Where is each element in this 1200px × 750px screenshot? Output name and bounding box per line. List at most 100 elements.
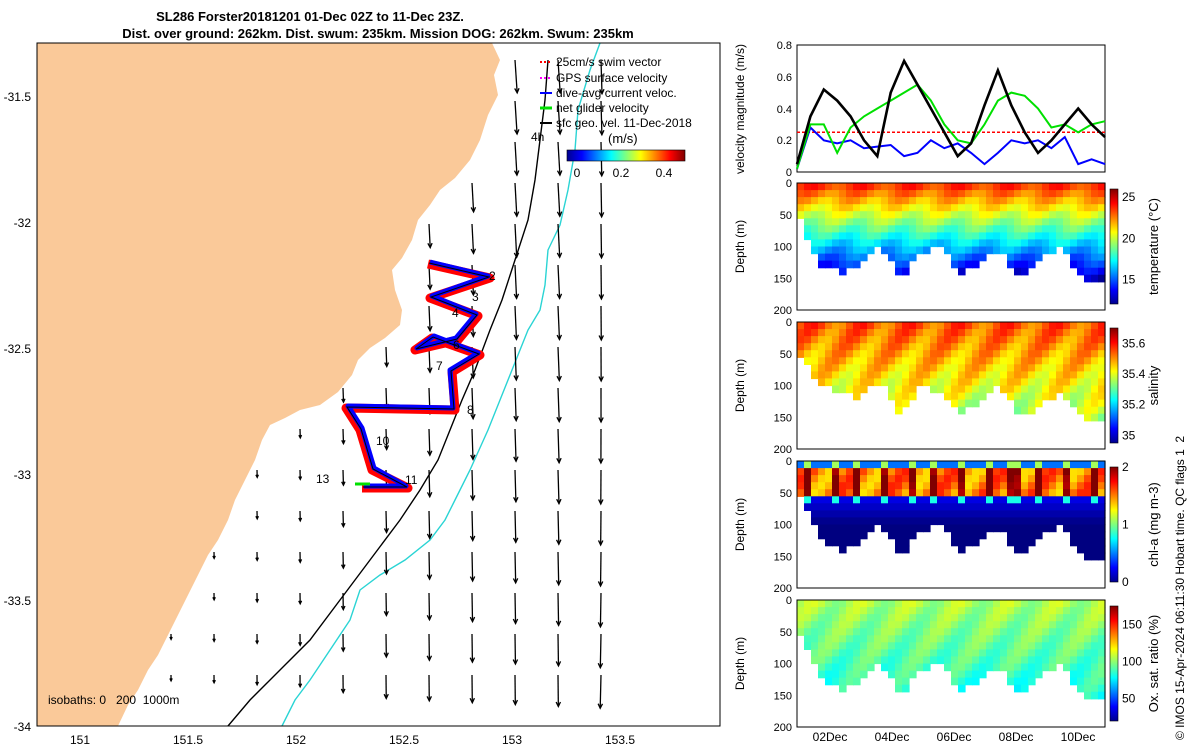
heatmap-cell [1035,211,1043,219]
heatmap-cell [888,322,896,330]
heatmap-cell [930,232,938,241]
heatmap-cell [853,385,861,394]
heatmap-cell [881,517,889,526]
heatmap-cell [846,232,854,241]
heatmap-cell [874,468,882,476]
heatmap-cell [951,628,959,636]
heatmap-cell [986,510,994,519]
heatmap-cell [909,322,917,330]
heatmap-cell [909,635,917,643]
heatmap-cell [832,322,840,330]
heatmap-cell [895,336,903,344]
heatmap-cell [1091,503,1099,511]
heatmap-cell [993,211,1001,219]
quiver-arrow [212,674,216,685]
heatmap-cell [1042,510,1050,519]
heatmap-cell [839,489,847,497]
heatmap-cell [846,628,854,636]
heatmap-cell [972,253,980,262]
heatmap-cell [1035,357,1043,365]
heatmap-cell [1056,204,1064,212]
heatmap-cell [1070,531,1078,540]
heatmap-cell [937,482,945,490]
heatmap-cell [1028,322,1036,330]
heatmap-cell [1084,253,1092,262]
heatmap-cell [825,190,833,198]
heatmap-cell [979,343,987,351]
quiver-arrow [513,469,519,504]
heatmap-cell [1098,357,1106,365]
heatmap-cell [1084,503,1092,511]
heatmap-cell [1077,253,1085,262]
heatmap-cell [958,197,966,205]
heatmap-cell [825,218,833,226]
heatmap-cell [846,663,854,672]
heatmap-cell [1070,600,1078,608]
heatmap-cell [881,642,889,650]
heatmap-cell [825,656,833,665]
heatmap-cell [1084,628,1092,636]
heatmap-cell [1049,204,1057,212]
heatmap-cell [909,336,917,344]
heatmap-cell [1042,392,1050,401]
heatmap-cell [860,246,868,255]
heatmap-cell [923,496,931,504]
heatmap-cell [1077,399,1085,408]
heatmap-cell [937,510,945,519]
heatmap-cell [1000,649,1008,658]
heatmap-cell [825,524,833,533]
heatmap-cell [1028,218,1036,226]
heatmap-cell [1028,232,1036,241]
heatmap-cell [895,392,903,401]
heatmap-cell [930,468,938,476]
heatmap-cell [1084,461,1092,469]
heatmap-cell [1070,329,1078,337]
heatmap-cell [1077,378,1085,387]
heatmap-cell [916,357,924,365]
heatmap-cell [1042,246,1050,255]
velocity-y-tick: 0.2 [777,135,792,147]
heatmap-cell [1007,211,1015,219]
heatmap-cell [951,489,959,497]
heatmap-cell [881,656,889,665]
heatmap-cell [1007,225,1015,233]
heatmap-cell [811,468,819,476]
heatmap-cell [804,482,812,490]
heatmap-cell [1077,684,1085,693]
heatmap-cell [1021,607,1029,615]
heatmap-cell [860,663,868,672]
heatmap-cell [1091,628,1099,636]
heatmap-cell [1091,482,1099,490]
heatmap-cell [867,524,875,533]
heatmap-cell [1021,468,1029,476]
heatmap-cell [916,600,924,608]
quiver-arrow [556,469,562,506]
heatmap-cell [944,239,952,248]
heatmap-cell [1098,253,1106,262]
heatmap-cell [1028,378,1036,387]
heatmap-cell [986,482,994,490]
heatmap-cell [1035,329,1043,337]
heatmap-cell [902,371,910,380]
quiver-arrow [255,469,259,479]
heatmap-cell [937,475,945,483]
heatmap-cell [944,621,952,629]
heatmap-cell [951,635,959,643]
section-ylabel: Depth (m) [733,498,747,551]
heatmap-cell [916,190,924,198]
heatmap-cell [1007,482,1015,490]
heatmap-cell [895,468,903,476]
heatmap-cell [1056,350,1064,358]
heatmap-cell [1063,607,1071,615]
heatmap-cell [867,204,875,212]
heatmap-cell [1049,635,1057,643]
heatmap-cell [804,197,812,205]
heatmap-cell [993,322,1001,330]
heatmap-cell [965,496,973,504]
heatmap-cell [867,482,875,490]
heatmap-cell [986,246,994,255]
heatmap-cell [986,232,994,241]
heatmap-cell [1042,190,1050,198]
heatmap-cell [1007,260,1015,269]
heatmap-cell [930,656,938,665]
